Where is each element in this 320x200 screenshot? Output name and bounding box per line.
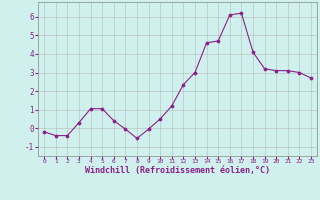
X-axis label: Windchill (Refroidissement éolien,°C): Windchill (Refroidissement éolien,°C) [85, 166, 270, 175]
